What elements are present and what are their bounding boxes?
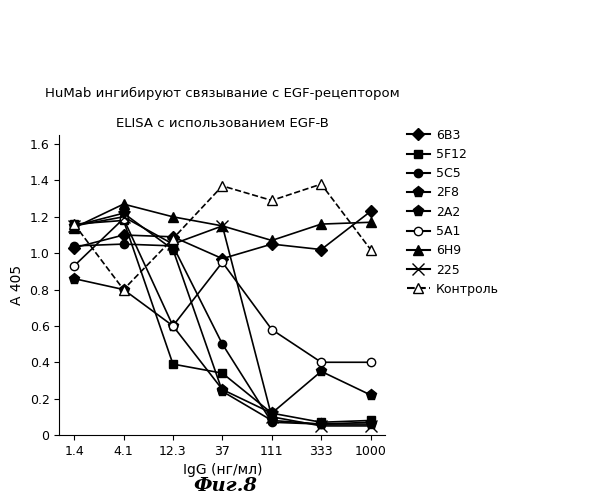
X-axis label: IgG (нг/мл): IgG (нг/мл) [183, 464, 262, 477]
Text: HuMab ингибируют связывание с EGF-рецептором: HuMab ингибируют связывание с EGF-рецепт… [45, 87, 400, 100]
Text: ELISA с использованием EGF-B: ELISA с использованием EGF-B [116, 117, 329, 130]
Text: Фиг.8: Фиг.8 [193, 477, 257, 495]
Y-axis label: A 405: A 405 [10, 265, 24, 305]
Legend: 6B3, 5F12, 5C5, 2F8, 2A2, 5A1, 6H9, 225, Контроль: 6B3, 5F12, 5C5, 2F8, 2A2, 5A1, 6H9, 225,… [405, 126, 502, 298]
